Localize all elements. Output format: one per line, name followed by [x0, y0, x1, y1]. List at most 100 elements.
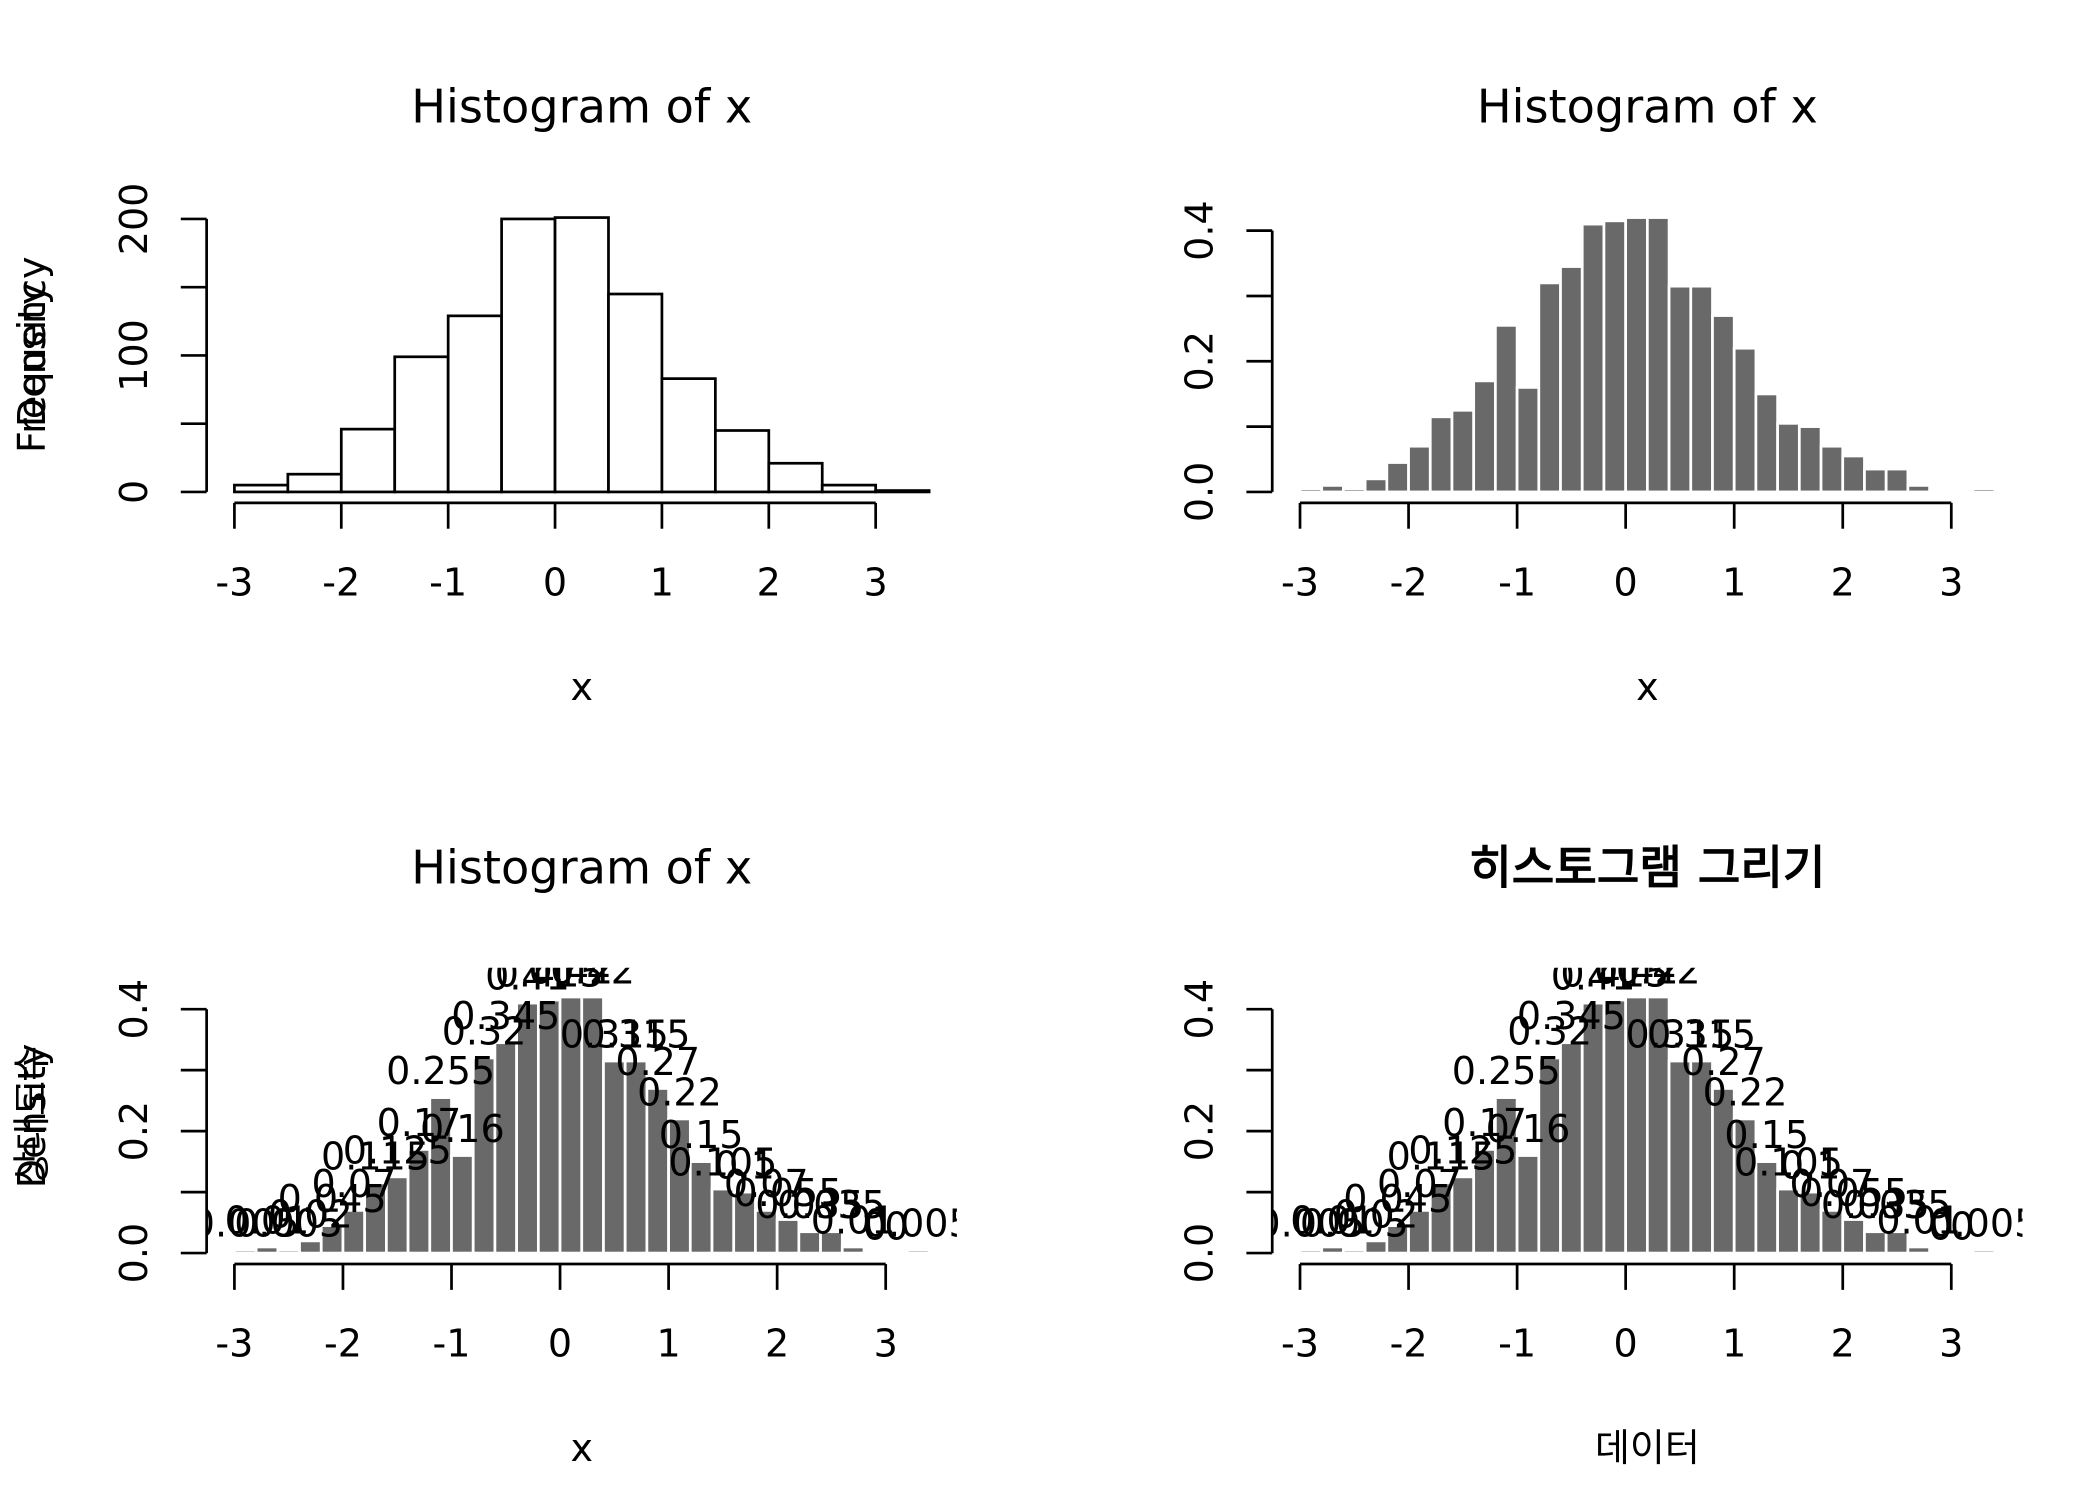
- x-tick-label: -2: [1390, 560, 1428, 604]
- bar: [1667, 284, 1693, 494]
- value-label: 0.115: [1387, 1134, 1496, 1178]
- value-label: 0.035: [777, 1183, 886, 1227]
- value-label: 0: [1928, 1204, 1952, 1248]
- value-label: 0.32: [1507, 1009, 1592, 1053]
- bar: [1320, 1245, 1345, 1255]
- value-label: 0.005: [1929, 1201, 2038, 1245]
- bar: [767, 461, 824, 494]
- y-axis-label: Density: [10, 282, 54, 427]
- bar: [1863, 467, 1888, 494]
- value-label: 0.1: [1780, 1144, 1841, 1188]
- bar: [1342, 1248, 1367, 1255]
- bar: [1689, 284, 1714, 494]
- value-label: 0.105: [668, 1140, 777, 1184]
- value-label: 0.27: [1681, 1040, 1766, 1084]
- x-tick-label: 1: [1722, 1321, 1746, 1365]
- bar: [1797, 425, 1823, 494]
- bar: [1602, 219, 1628, 494]
- y-tick-label: 0.0: [1177, 462, 1221, 523]
- bar: [1342, 487, 1367, 494]
- value-label: 0.1: [714, 1144, 775, 1188]
- x-axis-label: 데이터: [1595, 1426, 1700, 1470]
- value-label: 0: [863, 1204, 887, 1248]
- value-label: 0.22: [637, 1070, 722, 1114]
- bar: [1711, 314, 1736, 494]
- x-tick-label: 3: [1939, 560, 1963, 604]
- value-labels: 0.0050.010.0050.020.0450.070.1150.1250.1…: [191, 968, 957, 1249]
- bar: [276, 1248, 301, 1255]
- value-label: 0.345: [1517, 994, 1626, 1038]
- value-label: 0.27: [615, 1040, 700, 1084]
- bar: [1884, 1230, 1910, 1255]
- x-axis-label: x: [1636, 665, 1659, 709]
- bar: [1580, 222, 1606, 494]
- value-label: 0.005: [234, 1201, 343, 1245]
- value-label: 0.01: [811, 1198, 896, 1242]
- value-label: 0.055: [734, 1171, 843, 1215]
- bar: [1407, 444, 1432, 494]
- bar: [233, 1248, 258, 1255]
- bar: [1841, 454, 1866, 494]
- value-label: 0: [1950, 1204, 1974, 1248]
- bar: [1776, 421, 1801, 494]
- value-label: 0.07: [311, 1162, 396, 1206]
- value-label: 0.07: [1790, 1162, 1875, 1206]
- x-tick-label: 2: [757, 560, 781, 604]
- value-label: 0.01: [1290, 1198, 1375, 1242]
- bar: [1559, 265, 1584, 494]
- x-axis-label: x: [570, 1426, 593, 1470]
- x-tick-label: 1: [1722, 560, 1746, 604]
- value-label: 0.41: [1551, 955, 1636, 999]
- value-label: 0: [884, 1204, 908, 1248]
- x-tick-label: -2: [322, 560, 360, 604]
- x-tick-label: 2: [1831, 560, 1855, 604]
- value-label: 0.125: [343, 1128, 452, 1172]
- value-label: 0.15: [1724, 1113, 1809, 1157]
- x-tick-label: 3: [1939, 1321, 1963, 1365]
- bar: [1819, 444, 1845, 494]
- x-tick-label: 0: [1614, 1321, 1638, 1365]
- bar: [607, 292, 664, 494]
- chart-title: Histogram of x: [411, 840, 752, 894]
- bar: [819, 1230, 844, 1255]
- value-label: 0.345: [451, 994, 560, 1038]
- value-label: 0.005: [191, 1201, 300, 1245]
- value-label: 0.045: [278, 1177, 387, 1221]
- x-tick-label: 0: [543, 560, 567, 604]
- value-label: 0.01: [1876, 1198, 1961, 1242]
- value-label: 0.255: [1452, 1049, 1561, 1093]
- x-tick-label: 2: [765, 1321, 789, 1365]
- bar: [1298, 1248, 1324, 1255]
- bar: [602, 1059, 627, 1255]
- bar: [1385, 461, 1410, 494]
- value-label: 0.005: [1300, 1201, 1409, 1245]
- y-axis-label: Frequency: [10, 256, 54, 453]
- value-label: 0.22: [1703, 1070, 1788, 1114]
- value-label: 0.035: [755, 1183, 864, 1227]
- bar: [1732, 346, 1758, 494]
- value-label: 0.315: [1647, 1012, 1756, 1056]
- bar: [660, 377, 717, 494]
- value-label: 0.415: [1560, 951, 1669, 995]
- x-tick-label: -1: [433, 1321, 471, 1365]
- y-tick-label: 0.4: [1177, 200, 1221, 261]
- value-label: 0.005: [1256, 1201, 1365, 1245]
- value-label: 0.255: [386, 1049, 495, 1093]
- bar: [450, 1154, 475, 1255]
- bar: [874, 489, 931, 494]
- panel: Histogram of x x Frequency -3 -2 -1 0 1 2 3 0 100 20…: [10, 79, 931, 709]
- bar: [1450, 408, 1476, 494]
- chart-title: 히스토그램 그리기: [1469, 840, 1825, 894]
- bar: [393, 355, 450, 494]
- chart-title: Histogram of x: [411, 79, 752, 133]
- y-tick-label: 0.2: [1177, 1101, 1221, 1162]
- x-tick-label: 3: [864, 560, 888, 604]
- y-tick-label: 200: [112, 183, 156, 256]
- y-tick-label: 0.4: [1177, 979, 1221, 1040]
- bar: [1320, 484, 1345, 494]
- bar: [233, 483, 290, 494]
- x-tick-label: -1: [429, 560, 467, 604]
- y-axis-label: 상대도수: [10, 1046, 54, 1186]
- x-axis-label: x: [570, 665, 593, 709]
